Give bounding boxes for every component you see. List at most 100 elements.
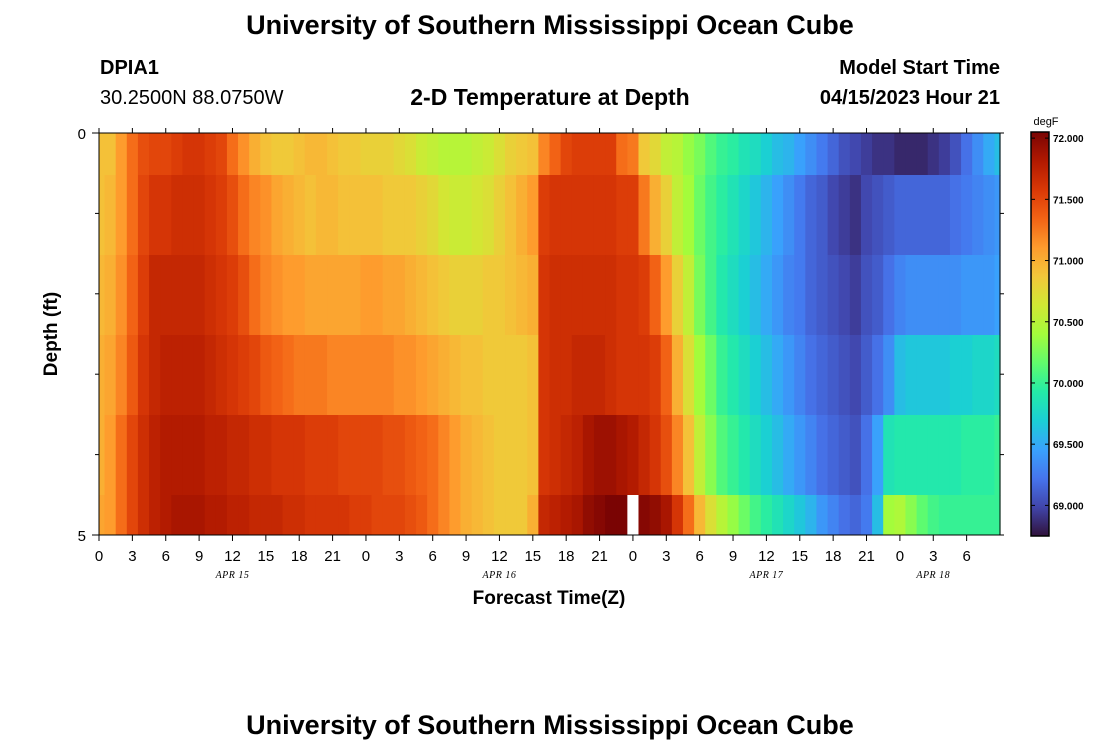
heatmap-cell [738, 495, 751, 536]
heatmap-cell [860, 175, 873, 256]
heatmap-cell [115, 415, 128, 496]
heatmap-cell [315, 175, 328, 256]
heatmap-cell [760, 255, 773, 336]
chart-title: 2-D Temperature at Depth [410, 84, 690, 110]
heatmap-cell [694, 175, 706, 256]
heatmap-cell [193, 495, 206, 536]
heatmap-cell [605, 335, 617, 416]
heatmap-cell [716, 175, 729, 256]
heatmap-cell [694, 495, 706, 536]
date-label: APR 17 [748, 570, 783, 581]
heatmap-cell [404, 175, 417, 256]
heatmap-cell [805, 335, 818, 416]
heatmap-cell [816, 175, 829, 256]
heatmap-cell [771, 255, 784, 336]
heatmap-cell [382, 255, 395, 336]
heatmap-cell [126, 175, 139, 256]
heatmap-cell [972, 175, 984, 256]
heatmap-cell [427, 175, 439, 256]
heatmap-cell [327, 495, 339, 536]
heatmap-cell [516, 255, 528, 336]
heatmap-cell [438, 495, 450, 536]
model-start-value: 04/15/2023 Hour 21 [819, 87, 1000, 109]
heatmap-cell [705, 133, 717, 176]
heatmap-cell [215, 415, 228, 496]
heatmap-cell [760, 335, 773, 416]
heatmap-cell [593, 133, 606, 176]
heatmap-cell [560, 335, 573, 416]
heatmap-cell [149, 495, 161, 536]
x-tick-label: 9 [195, 548, 203, 565]
heatmap-cell [260, 255, 273, 336]
heatmap-cell [215, 133, 228, 176]
heatmap-cell [104, 255, 117, 336]
heatmap-cell [137, 335, 150, 416]
heatmap-cell [838, 335, 851, 416]
heatmap-cell [649, 495, 662, 536]
heatmap-cell [204, 133, 217, 176]
heatmap-cell [749, 133, 762, 176]
heatmap-cell [238, 335, 250, 416]
heatmap-cell [949, 335, 962, 416]
heatmap-cell [449, 133, 462, 176]
x-tick-label: 18 [825, 548, 842, 565]
heatmap-cell [916, 133, 929, 176]
heatmap-cell [538, 133, 551, 176]
heatmap-cell [749, 415, 762, 496]
colorbar: degF 69.000 69.500 70.000 70.500 71.000 71.50… [1030, 116, 1084, 537]
heatmap-cell [627, 335, 640, 416]
heatmap-cell [549, 255, 562, 336]
heatmap-cell [482, 415, 495, 496]
heatmap-cell [204, 335, 217, 416]
heatmap-cell [493, 175, 506, 256]
x-tick-label: 15 [524, 548, 541, 565]
heatmap-cell [249, 335, 261, 416]
heatmap-cell [99, 255, 106, 336]
heatmap-cell [894, 335, 907, 416]
heatmap-cell [883, 335, 895, 416]
heatmap-cell [304, 335, 317, 416]
heatmap-cell [660, 255, 673, 336]
heatmap-cell [872, 495, 884, 536]
heatmap-cell [182, 133, 195, 176]
heatmap-cell [126, 415, 139, 496]
heatmap-cell [638, 335, 651, 416]
heatmap-cell [304, 415, 317, 496]
heatmap-cell [605, 133, 617, 176]
heatmap-cell [794, 335, 806, 416]
heatmap-cell [860, 335, 873, 416]
colorbar-unit: degF [1033, 116, 1058, 128]
heatmap-cell [404, 415, 417, 496]
heatmap-cell [482, 175, 495, 256]
heatmap-cell [505, 335, 517, 416]
heatmap-cell [171, 495, 184, 536]
x-tick-label: 12 [758, 548, 775, 565]
heatmap-cell [182, 335, 195, 416]
heatmap-cell [193, 255, 206, 336]
heatmap-cell [349, 175, 361, 256]
heatmap-cell [282, 133, 295, 176]
heatmap-cell [315, 255, 328, 336]
heatmap-cell [760, 175, 773, 256]
heatmap-cell [916, 175, 929, 256]
heatmap-cell [238, 415, 250, 496]
heatmap-cell [783, 335, 795, 416]
heatmap-cell [505, 133, 517, 176]
heatmap-cell [360, 415, 373, 496]
heatmap-cell [371, 335, 384, 416]
heatmap-cell [104, 175, 117, 256]
heatmap-cell [783, 255, 795, 336]
heatmap-cell [349, 495, 361, 536]
heatmap-cell [193, 415, 206, 496]
heatmap-cell [382, 415, 395, 496]
heatmap-cell [260, 495, 273, 536]
heatmap-cell [682, 415, 695, 496]
heatmap-cell [638, 175, 651, 256]
heatmap-cell [738, 415, 751, 496]
heatmap-cell [972, 415, 984, 496]
x-tick-label: 21 [591, 548, 608, 565]
heatmap-cell [360, 175, 373, 256]
heatmap-cell [805, 415, 818, 496]
heatmap-cell [571, 133, 584, 176]
heatmap-cell [193, 335, 206, 416]
